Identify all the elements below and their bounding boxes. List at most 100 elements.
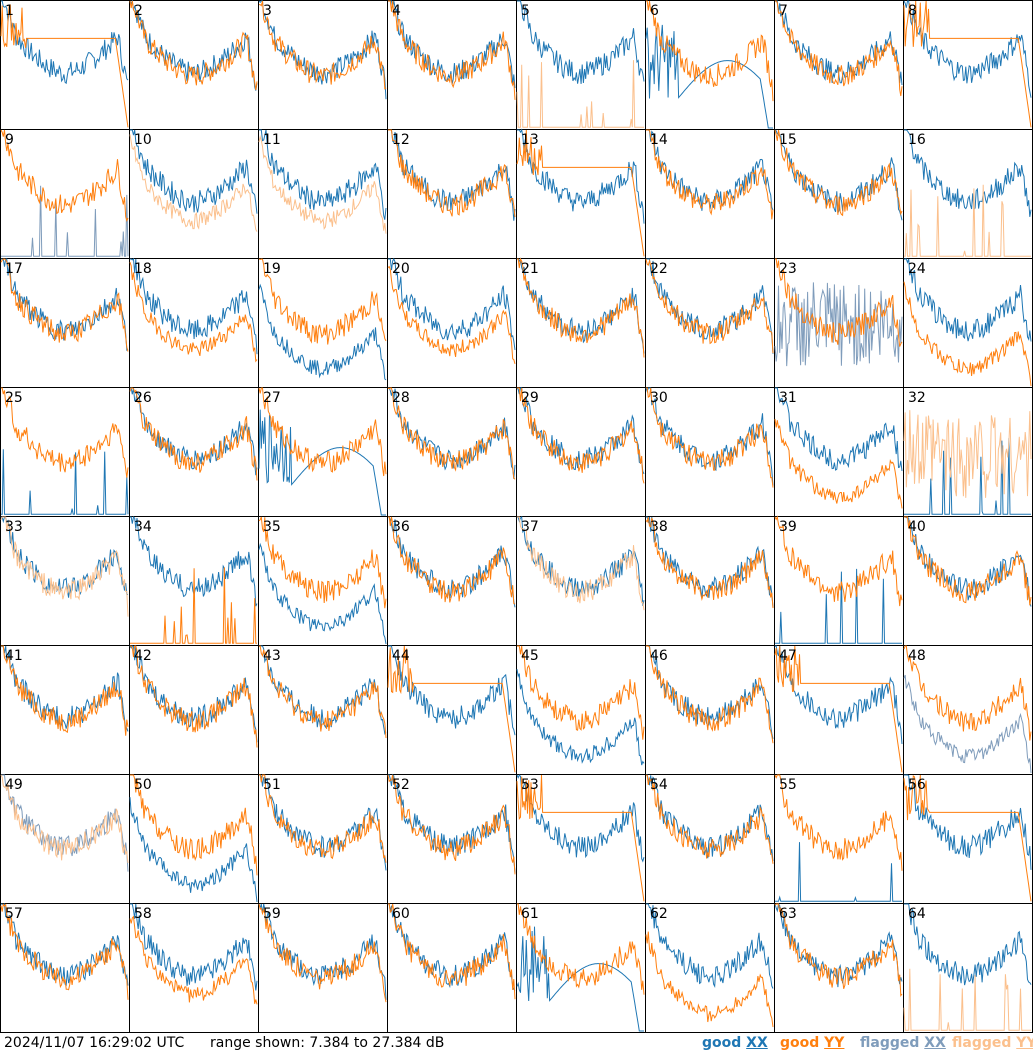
panel-label: 43 (263, 648, 281, 664)
panel-frame (645, 387, 775, 517)
panel-label: 38 (650, 519, 668, 535)
panel-label: 41 (5, 648, 23, 664)
panel-frame (516, 387, 646, 517)
panel-frame (645, 516, 775, 646)
series-yy (388, 129, 516, 218)
series-yy (903, 0, 1032, 128)
panel-label: 49 (5, 777, 23, 793)
series-xx (516, 669, 645, 766)
series-xx (258, 283, 387, 381)
panel-frame (129, 129, 259, 259)
panel-label: 24 (908, 261, 926, 277)
panel-label: 33 (5, 519, 23, 535)
legend-good-xx: good XX (702, 1035, 768, 1051)
series-yy (259, 0, 387, 90)
series-yy (388, 516, 516, 605)
series-yy (516, 129, 645, 257)
series-xx (775, 387, 903, 472)
legend-good-prefix: good (702, 1035, 747, 1051)
series-yy (645, 931, 774, 1028)
series-yy (646, 645, 774, 744)
series-yy (258, 134, 387, 234)
panel-label: 5 (521, 3, 530, 19)
panel-label: 31 (779, 390, 797, 406)
panel-label: 32 (908, 390, 926, 406)
series-xx (645, 24, 773, 129)
panel-36: 36 (387, 516, 517, 646)
series-xx (775, 568, 902, 644)
panel-58: 58 (129, 903, 259, 1033)
series-xx (1, 185, 129, 257)
panel-44: 44 (387, 645, 517, 775)
panel-label: 60 (392, 906, 410, 922)
panel-frame (387, 903, 517, 1033)
panel-22: 22 (645, 258, 775, 388)
panel-label: 62 (650, 906, 668, 922)
panel-frame (645, 258, 775, 388)
panel-frame (516, 516, 646, 646)
panel-frame (645, 0, 775, 130)
panel-label: 48 (908, 648, 926, 664)
panel-label: 23 (779, 261, 797, 277)
series-xx (516, 774, 645, 863)
series-yy (775, 258, 903, 347)
panel-26: 26 (129, 387, 259, 517)
series-yy (387, 387, 516, 480)
panel-label: 52 (392, 777, 410, 793)
panel-51: 51 (258, 774, 388, 904)
panel-9: 9 (0, 129, 130, 259)
series-xx (903, 674, 1032, 774)
panel-label: 46 (650, 648, 668, 664)
panel-label: 4 (392, 3, 401, 19)
panel-52: 52 (387, 774, 517, 904)
panel-29: 29 (516, 387, 646, 517)
panel-43: 43 (258, 645, 388, 775)
series-yy (129, 915, 258, 1005)
series-yy (903, 645, 1032, 741)
panel-2: 2 (129, 0, 259, 130)
series-yy (904, 516, 1032, 606)
series-yy (258, 903, 387, 1003)
panel-label: 39 (779, 519, 797, 535)
series-yy (129, 262, 258, 363)
legend-xx-label: XX (924, 1035, 946, 1051)
series-xx (904, 438, 1031, 515)
series-yy (130, 774, 258, 876)
series-yy (388, 0, 516, 100)
panel-30: 30 (645, 387, 775, 517)
panel-frame (645, 645, 775, 775)
panel-frame (516, 258, 646, 388)
panel-label: 10 (134, 132, 152, 148)
legend-flagged-yy: flagged YY (952, 1035, 1033, 1051)
series-xx (130, 387, 258, 476)
panel-label: 12 (392, 132, 410, 148)
panel-31: 31 (774, 387, 904, 517)
series-xx (258, 409, 386, 516)
panel-label: 26 (134, 390, 152, 406)
series-yy (646, 129, 774, 220)
panel-24: 24 (903, 258, 1033, 388)
panel-53: 53 (516, 774, 646, 904)
panel-label: 53 (521, 777, 539, 793)
panel-frame (0, 903, 130, 1033)
legend-yy-label: YY (1016, 1035, 1033, 1051)
panel-40: 40 (903, 516, 1033, 646)
panel-14: 14 (645, 129, 775, 259)
panel-6: 6 (645, 0, 775, 130)
series-yy (1, 387, 129, 478)
series-xx (904, 129, 1032, 217)
panel-frame (258, 129, 388, 259)
series-yy (0, 516, 129, 617)
series-yy (388, 903, 516, 1000)
series-yy (645, 517, 774, 609)
series-yy (774, 903, 903, 998)
panel-13: 13 (516, 128, 646, 259)
series-yy (517, 257, 645, 358)
panel-label: 28 (392, 390, 410, 406)
series-xx (129, 797, 258, 903)
panel-frame (387, 258, 517, 388)
panel-frame (903, 258, 1033, 388)
panel-20: 20 (387, 257, 517, 388)
panel-4: 4 (387, 0, 517, 130)
series-xx (259, 129, 387, 220)
